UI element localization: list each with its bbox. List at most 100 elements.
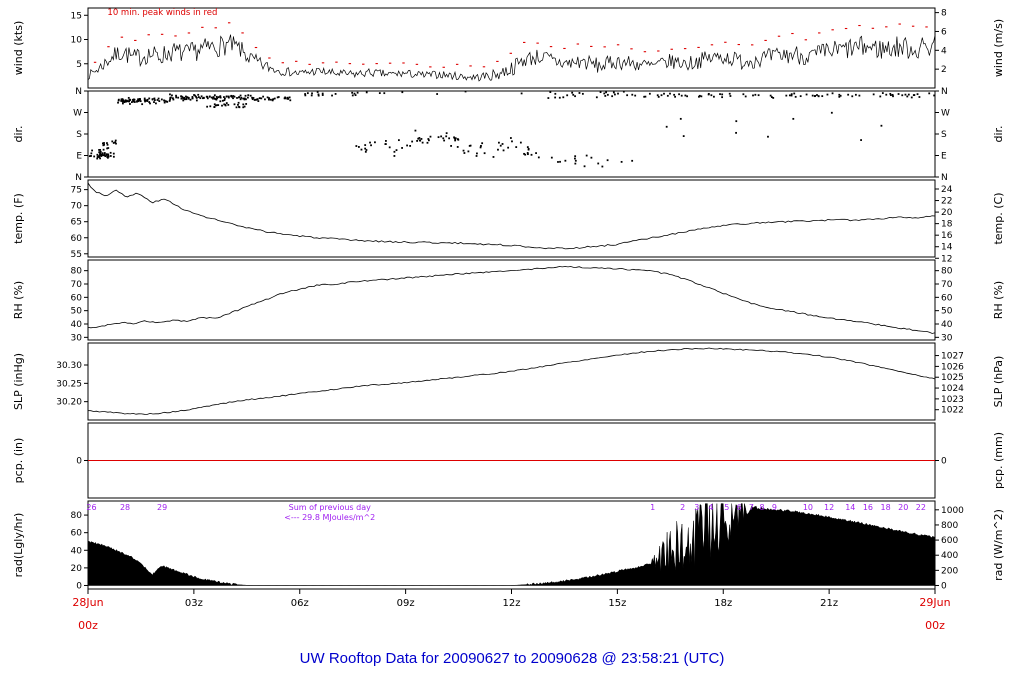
x-tick-label: 21z [820, 598, 838, 609]
svg-text:60: 60 [941, 293, 953, 303]
svg-text:30: 30 [941, 333, 953, 343]
rad-sum-annotation: <--- 29.8 MJoules/m^2 [284, 513, 375, 522]
svg-text:22: 22 [941, 197, 952, 207]
rad-cumulative-label: 12 [824, 503, 834, 512]
ylabel-right-wind: wind (m/s) [992, 19, 1005, 77]
svg-text:40: 40 [71, 546, 83, 556]
x-tick-label: 15z [608, 598, 626, 609]
x-tick-label: 06z [291, 598, 309, 609]
svg-text:50: 50 [71, 307, 83, 317]
ylabel-left-wind: wind (kts) [12, 21, 25, 76]
rad-cumulative-label: 20 [898, 503, 908, 512]
svg-text:S: S [76, 130, 82, 140]
x-start-date: 28Jun [72, 596, 103, 609]
svg-text:10: 10 [71, 36, 83, 46]
x-tick-label: 12z [503, 598, 521, 609]
svg-text:N: N [941, 173, 948, 183]
svg-text:4: 4 [941, 46, 947, 56]
svg-text:5: 5 [76, 60, 82, 70]
svg-text:0: 0 [76, 457, 82, 467]
rad-cumulative-label: 22 [916, 503, 926, 512]
svg-text:N: N [75, 87, 82, 97]
svg-text:20: 20 [71, 564, 83, 574]
svg-text:15: 15 [71, 11, 82, 21]
svg-text:70: 70 [71, 202, 83, 212]
svg-text:N: N [75, 173, 82, 183]
svg-text:200: 200 [941, 566, 958, 576]
ylabel-left-temp: temp. (F) [12, 193, 25, 244]
svg-text:E: E [941, 152, 947, 162]
rad-cumulative-label: 5 [724, 503, 729, 512]
meteogram-chart: 5 10 15 2 4 6 8 wind (kts) wind (m/s) 10 min. pea… [12, 7, 1005, 632]
svg-text:1027: 1027 [941, 352, 964, 362]
svg-text:0: 0 [76, 581, 82, 591]
rad-cumulative-label: 18 [880, 503, 890, 512]
svg-text:20: 20 [941, 208, 953, 218]
ylabel-left-slp: SLP (inHg) [12, 353, 25, 410]
rad-sum-annotation: Sum of previous day [289, 503, 371, 512]
rad-cumulative-label: 2 [680, 503, 685, 512]
ylabel-left-rh: RH (%) [12, 281, 25, 319]
svg-text:S: S [941, 130, 947, 140]
svg-text:600: 600 [941, 536, 958, 546]
svg-text:6: 6 [941, 27, 947, 37]
rad-cumulative-label: 28 [120, 503, 130, 512]
rad-cumulative-label: 1 [650, 503, 655, 512]
svg-text:40: 40 [71, 320, 83, 330]
svg-text:8: 8 [941, 9, 947, 19]
ylabel-right-rad: rad (W/m^2) [992, 509, 1005, 581]
svg-text:N: N [941, 87, 948, 97]
wind-peaks-annotation: 10 min. peak winds in red [107, 8, 217, 18]
svg-text:50: 50 [941, 307, 953, 317]
svg-text:70: 70 [71, 280, 83, 290]
ylabel-left-rad: rad(Lgly/hr) [12, 513, 25, 578]
x-end-date: 29Jun [919, 596, 950, 609]
svg-text:65: 65 [71, 218, 82, 228]
svg-text:30: 30 [71, 333, 83, 343]
svg-text:70: 70 [941, 280, 953, 290]
rad-cumulative-label: 16 [863, 503, 873, 512]
svg-text:30.20: 30.20 [56, 398, 82, 408]
svg-text:75: 75 [71, 186, 82, 196]
ylabel-left-pcp: pcp. (in) [12, 438, 25, 484]
svg-text:1000: 1000 [941, 506, 964, 516]
svg-text:18: 18 [941, 220, 953, 230]
svg-text:40: 40 [941, 320, 953, 330]
svg-text:0: 0 [941, 457, 947, 467]
rad-cumulative-label: 4 [708, 503, 713, 512]
svg-text:30.25: 30.25 [56, 379, 82, 389]
svg-text:0: 0 [941, 581, 947, 591]
x-tick-label: 09z [397, 598, 415, 609]
svg-text:E: E [76, 152, 82, 162]
svg-text:24: 24 [941, 185, 953, 195]
x-tick-label: 18z [714, 598, 732, 609]
svg-text:12: 12 [941, 254, 952, 264]
panel-pcp: 0 0 pcp. (in) pcp. (mm) [12, 422, 1005, 499]
rad-cumulative-label: 26 [86, 503, 96, 512]
rad-cumulative-label: 29 [157, 503, 167, 512]
panel-wind: 5 10 15 2 4 6 8 wind (kts) wind (m/s) 10 min. pea… [12, 7, 1005, 89]
svg-text:80: 80 [71, 267, 83, 277]
svg-text:14: 14 [941, 243, 953, 253]
svg-text:1026: 1026 [941, 362, 964, 372]
svg-text:1024: 1024 [941, 384, 964, 394]
rad-cumulative-label: 6 [737, 503, 742, 512]
svg-text:30.30: 30.30 [56, 361, 82, 371]
ylabel-right-rh: RH (%) [992, 281, 1005, 319]
svg-text:60: 60 [71, 234, 83, 244]
svg-text:400: 400 [941, 551, 958, 561]
x-tick-label: 03z [185, 598, 203, 609]
x-axis: 03z 06z 09z 12z 15z 18z 21z 28Jun 00z 29Jun 00z [72, 589, 951, 632]
svg-text:60: 60 [71, 529, 83, 539]
svg-text:16: 16 [941, 231, 953, 241]
rad-cumulative-label: 9 [772, 503, 777, 512]
svg-text:60: 60 [71, 293, 83, 303]
svg-text:2: 2 [941, 65, 947, 75]
x-end-hour: 00z [925, 619, 945, 632]
